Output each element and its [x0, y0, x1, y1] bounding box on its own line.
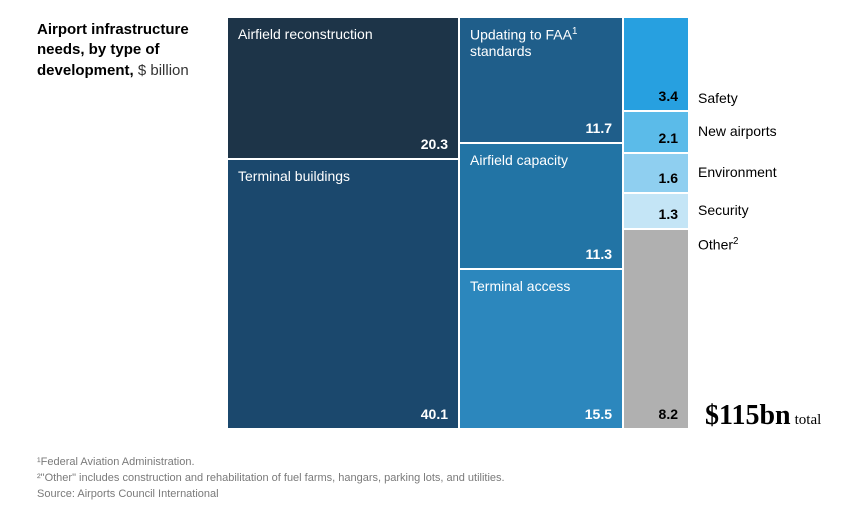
right-label-security: Security	[698, 202, 749, 218]
block-safety: 3.4	[624, 18, 688, 110]
block-new-airports-value: 2.1	[659, 130, 678, 146]
block-faa-standards-label: Updating to FAA1 standards	[470, 26, 614, 59]
block-faa-standards: Updating to FAA1 standards 11.7	[460, 18, 622, 142]
total-callout: $115bntotal	[705, 400, 821, 432]
block-environment-value: 1.6	[659, 170, 678, 186]
block-security: 1.3	[624, 194, 688, 228]
block-terminal-buildings-label: Terminal buildings	[238, 168, 450, 184]
total-small: total	[795, 412, 822, 428]
block-other: 8.2	[624, 230, 688, 428]
title-line1: Airport infrastructure	[37, 21, 189, 38]
block-other-value: 8.2	[659, 406, 678, 422]
title-unit: $ billion	[138, 62, 189, 79]
block-safety-value: 3.4	[659, 88, 678, 104]
block-terminal-buildings: Terminal buildings 40.1	[228, 160, 458, 428]
block-terminal-access-value: 15.5	[585, 406, 612, 422]
source-line: Source: Airports Council International	[37, 487, 219, 503]
footnote-2: ²"Other" includes construction and rehab…	[37, 471, 505, 487]
block-airfield-reconstruction-value: 20.3	[421, 136, 448, 152]
block-airfield-capacity-label: Airfield capacity	[470, 152, 614, 168]
right-label-safety: Safety	[698, 90, 738, 106]
title-line3: development,	[37, 62, 134, 79]
footnote-1: ¹Federal Aviation Administration.	[37, 455, 195, 471]
block-environment: 1.6	[624, 154, 688, 192]
block-faa-standards-value: 11.7	[586, 120, 612, 136]
block-terminal-access: Terminal access 15.5	[460, 270, 622, 428]
block-new-airports: 2.1	[624, 112, 688, 152]
right-label-new-airports: New airports	[698, 123, 777, 139]
block-airfield-reconstruction-label: Airfield reconstruction	[238, 26, 450, 42]
right-label-environment: Environment	[698, 164, 777, 180]
block-airfield-capacity: Airfield capacity 11.3	[460, 144, 622, 268]
block-airfield-reconstruction: Airfield reconstruction 20.3	[228, 18, 458, 158]
block-security-value: 1.3	[659, 206, 678, 222]
right-label-other: Other2	[698, 236, 738, 253]
title-line2: needs, by type of	[37, 41, 160, 58]
block-airfield-capacity-value: 11.3	[586, 246, 612, 262]
block-terminal-buildings-value: 40.1	[421, 406, 448, 422]
total-big: $115bn	[705, 400, 791, 431]
chart-title: Airport infrastructure needs, by type of…	[37, 20, 217, 81]
block-terminal-access-label: Terminal access	[470, 278, 614, 294]
